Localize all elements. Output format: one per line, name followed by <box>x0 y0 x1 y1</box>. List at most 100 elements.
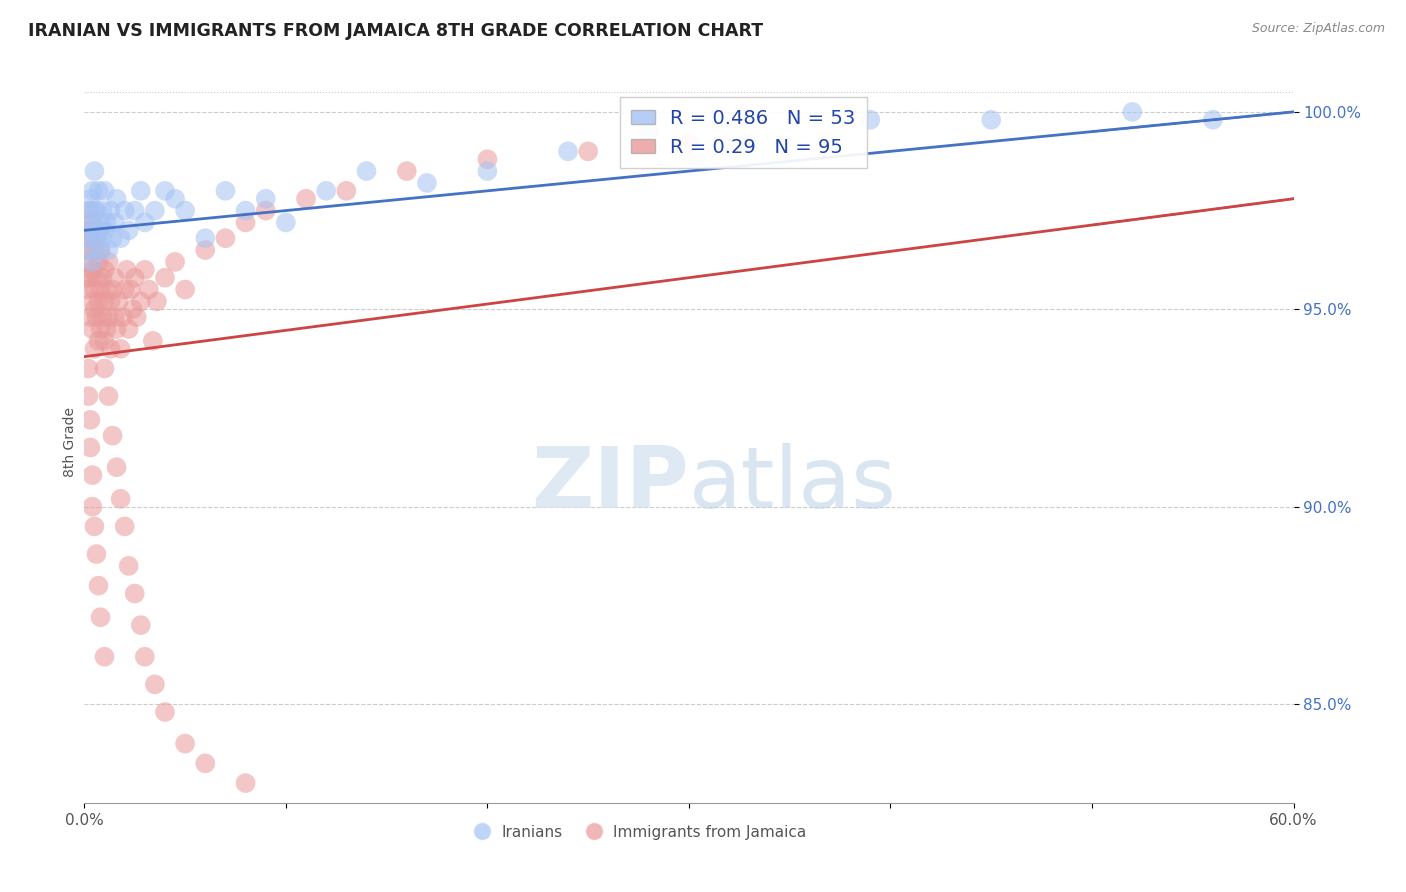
Point <box>83 342 105 356</box>
Point <box>96 215 118 229</box>
Point <box>637 125 659 139</box>
Point <box>1121 104 1143 119</box>
Point <box>87 334 110 348</box>
Point <box>97 389 120 403</box>
Point <box>153 705 176 719</box>
Point <box>165 255 187 269</box>
Point <box>82 468 104 483</box>
Point <box>83 243 105 257</box>
Point <box>1202 112 1225 127</box>
Point <box>114 203 136 218</box>
Point <box>83 164 105 178</box>
Point <box>134 262 156 277</box>
Point <box>114 283 136 297</box>
Point <box>79 441 101 455</box>
Point <box>115 262 138 277</box>
Point <box>118 322 141 336</box>
Point <box>83 519 105 533</box>
Point <box>335 184 357 198</box>
Point <box>477 164 499 178</box>
Point <box>82 262 104 277</box>
Point <box>87 184 110 198</box>
Point <box>86 310 108 325</box>
Point <box>356 164 378 178</box>
Point <box>96 322 118 336</box>
Point <box>254 192 277 206</box>
Point <box>77 389 100 403</box>
Point <box>96 283 118 297</box>
Point <box>235 215 257 229</box>
Point <box>93 361 115 376</box>
Point <box>79 231 101 245</box>
Point <box>75 270 97 285</box>
Point <box>274 215 297 229</box>
Point <box>91 310 114 325</box>
Point <box>86 203 108 218</box>
Text: Source: ZipAtlas.com: Source: ZipAtlas.com <box>1251 22 1385 36</box>
Point <box>83 223 105 237</box>
Point <box>97 243 120 257</box>
Point <box>134 215 156 229</box>
Point <box>75 215 97 229</box>
Point <box>86 270 108 285</box>
Point <box>75 243 97 257</box>
Point <box>79 223 101 237</box>
Point <box>89 215 111 229</box>
Point <box>129 294 152 309</box>
Point <box>89 322 111 336</box>
Point <box>101 428 124 442</box>
Point <box>100 342 122 356</box>
Point <box>110 342 132 356</box>
Point <box>138 283 160 297</box>
Point <box>105 192 128 206</box>
Legend: Iranians, Immigrants from Jamaica: Iranians, Immigrants from Jamaica <box>468 819 813 846</box>
Point <box>174 203 197 218</box>
Text: ZIP: ZIP <box>531 443 689 526</box>
Point <box>101 231 124 245</box>
Point <box>79 413 101 427</box>
Point <box>83 203 105 218</box>
Point <box>91 231 114 245</box>
Point <box>416 176 439 190</box>
Point <box>315 184 337 198</box>
Text: IRANIAN VS IMMIGRANTS FROM JAMAICA 8TH GRADE CORRELATION CHART: IRANIAN VS IMMIGRANTS FROM JAMAICA 8TH G… <box>28 22 763 40</box>
Point <box>93 184 115 198</box>
Point <box>194 756 217 771</box>
Point <box>77 283 100 297</box>
Point <box>86 231 108 245</box>
Point <box>79 203 101 218</box>
Point <box>101 283 124 297</box>
Point <box>93 262 115 277</box>
Point <box>104 215 127 229</box>
Point <box>93 334 115 348</box>
Point <box>89 610 111 624</box>
Point <box>395 164 418 178</box>
Point <box>214 231 236 245</box>
Point <box>107 294 129 309</box>
Point <box>120 283 142 297</box>
Point <box>82 294 104 309</box>
Point <box>110 491 132 506</box>
Point <box>129 184 152 198</box>
Point <box>124 203 146 218</box>
Point <box>118 558 141 573</box>
Point <box>79 310 101 325</box>
Point <box>89 283 111 297</box>
Point <box>121 302 143 317</box>
Point <box>93 294 115 309</box>
Point <box>105 460 128 475</box>
Point <box>165 192 187 206</box>
Point <box>93 649 115 664</box>
Point <box>79 192 101 206</box>
Point <box>142 334 165 348</box>
Point <box>143 203 166 218</box>
Point <box>79 243 101 257</box>
Point <box>91 270 114 285</box>
Point <box>118 223 141 237</box>
Point <box>129 618 152 632</box>
Point <box>295 192 318 206</box>
Point <box>83 283 105 297</box>
Point <box>134 649 156 664</box>
Point <box>79 270 101 285</box>
Point <box>82 184 104 198</box>
